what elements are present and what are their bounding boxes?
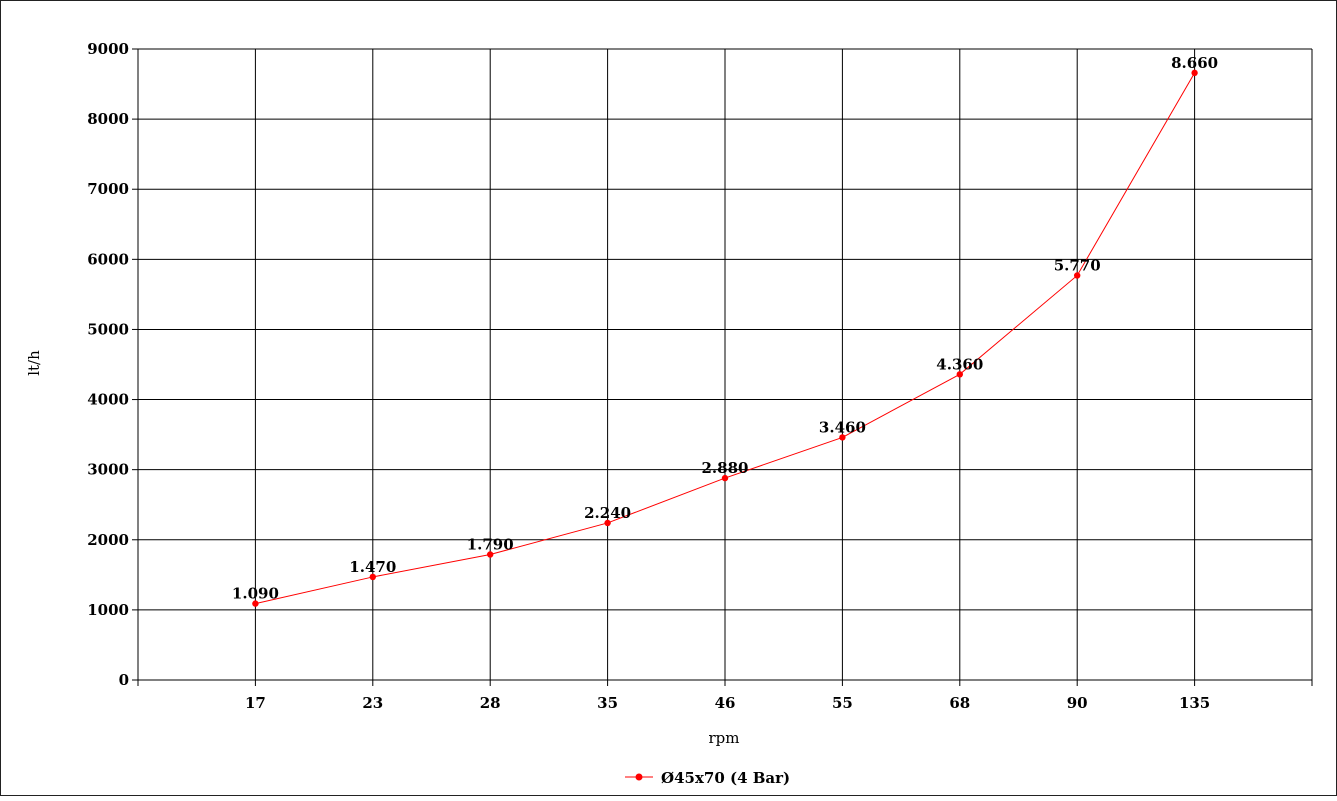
x-tick-label: 90 [1067, 694, 1088, 712]
grid [138, 48, 1312, 680]
legend: Ø45x70 (4 Bar) [625, 769, 790, 787]
x-tick-label: 35 [597, 694, 618, 712]
data-label: 1.090 [232, 585, 279, 603]
y-tick-label: 2000 [87, 531, 129, 549]
x-tick-label: 68 [949, 694, 970, 712]
y-tick-label: 5000 [87, 320, 129, 338]
y-tick-label: 4000 [87, 391, 129, 409]
data-point [839, 434, 846, 441]
x-axis-title: rpm [709, 729, 740, 747]
data-label: 2.880 [702, 459, 749, 477]
y-tick-label: 3000 [87, 461, 129, 479]
y-tick-label: 0 [119, 671, 129, 689]
data-label: 2.240 [584, 504, 631, 522]
y-tick-label: 8000 [87, 110, 129, 128]
x-tick-label: 28 [480, 694, 501, 712]
data-point [604, 519, 611, 527]
data-point [721, 474, 729, 482]
y-tick-label: 6000 [87, 250, 129, 268]
data-label: 5.770 [1054, 256, 1101, 274]
x-tick-label: 23 [362, 694, 383, 712]
y-tick-label: 9000 [87, 40, 129, 58]
data-point [487, 551, 494, 558]
y-tick-label: 7000 [87, 180, 129, 198]
legend-label: Ø45x70 (4 Bar) [661, 769, 790, 787]
y-axis-title: lt/h [25, 350, 43, 376]
data-point [252, 600, 259, 607]
y-tick-label: 1000 [87, 601, 129, 619]
legend-point-marker [635, 773, 643, 781]
data-point [1074, 272, 1081, 279]
data-label: 1.790 [467, 536, 514, 554]
data-label: 1.470 [349, 558, 396, 576]
data-point [1191, 69, 1198, 77]
data-label: 8.660 [1171, 54, 1218, 72]
x-tick-label: 46 [715, 694, 736, 712]
x-tick-label: 135 [1179, 694, 1210, 712]
axes [132, 48, 1313, 686]
x-tick-label: 17 [245, 694, 266, 712]
data-label: 3.460 [819, 418, 866, 436]
data-label: 4.360 [936, 355, 983, 373]
x-tick-labels: 17 23 28 35 46 55 68 90 135 [245, 694, 1210, 712]
data-labels: 1.090 1.470 1.790 2.240 2.880 3.460 4.360 5.770… [232, 54, 1218, 603]
data-point [369, 573, 376, 581]
x-tick-label: 55 [832, 694, 853, 712]
series [252, 69, 1198, 607]
data-point [956, 371, 963, 378]
y-tick-labels: 0 1000 2000 3000 4000 5000 6000 7000 8000 9000 [87, 40, 129, 689]
